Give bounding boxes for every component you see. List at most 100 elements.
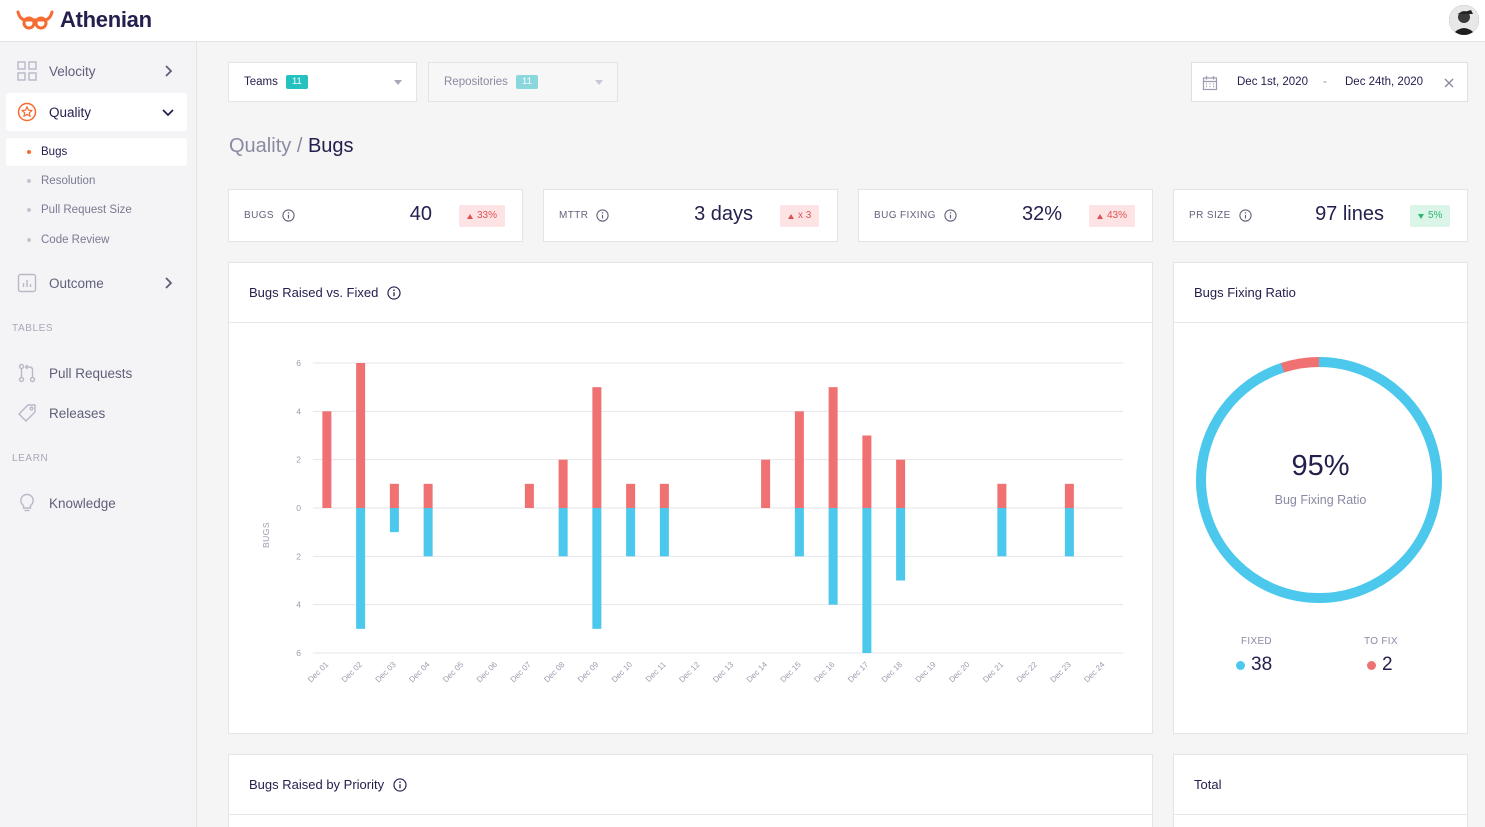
bar-raised[interactable] bbox=[997, 483, 1007, 508]
kpi-label-text: PR SIZE bbox=[1189, 210, 1231, 221]
bar-fixed[interactable] bbox=[997, 508, 1007, 557]
bar-raised[interactable] bbox=[592, 387, 602, 508]
sidebar-subitem-label: Pull Request Size bbox=[41, 204, 132, 216]
bar-fixed[interactable] bbox=[389, 508, 399, 533]
bar-raised[interactable] bbox=[524, 483, 534, 508]
bar-raised[interactable] bbox=[356, 363, 366, 508]
y-tick-label: 4 bbox=[296, 406, 301, 416]
kpi-card-mttr[interactable]: MTTR 3 days x 3 bbox=[543, 189, 838, 242]
bar-fixed[interactable] bbox=[423, 508, 433, 557]
kpi-label: BUG FIXING bbox=[874, 209, 957, 222]
athenian-logo[interactable]: Athenian bbox=[16, 6, 152, 34]
bar-fixed[interactable] bbox=[1064, 508, 1074, 557]
bar-raised[interactable] bbox=[558, 459, 568, 508]
sidebar-item-label: Quality bbox=[49, 104, 92, 120]
repositories-filter-label: Repositories bbox=[444, 76, 508, 88]
sidebar-item-knowledge[interactable]: Knowledge bbox=[6, 484, 187, 522]
bar-raised[interactable] bbox=[761, 459, 771, 508]
sidebar-subitem-pr-size[interactable]: Pull Request Size bbox=[6, 196, 187, 224]
bar-fixed[interactable] bbox=[794, 508, 804, 557]
fixing-ratio-donut bbox=[1196, 356, 1442, 603]
legend-fixed-number: 38 bbox=[1251, 654, 1273, 675]
bar-fixed[interactable] bbox=[896, 508, 906, 581]
kpi-delta-text: 5% bbox=[1428, 210, 1443, 221]
kpi-label: MTTR bbox=[559, 209, 610, 222]
x-tick-label: Dec 15 bbox=[778, 660, 803, 685]
kpi-label: PR SIZE bbox=[1189, 209, 1252, 222]
bullet-icon bbox=[27, 150, 31, 154]
date-to[interactable]: Dec 24th, 2020 bbox=[1345, 76, 1424, 88]
legend-fixed-value: 38 bbox=[1236, 654, 1272, 676]
bar-fixed[interactable] bbox=[592, 508, 602, 629]
user-avatar[interactable] bbox=[1449, 5, 1479, 35]
ratio-caption: Bug Fixing Ratio bbox=[1274, 493, 1367, 507]
section-label-learn: LEARN bbox=[12, 453, 49, 464]
bar-raised[interactable] bbox=[659, 483, 669, 508]
chart-bars bbox=[322, 363, 1074, 653]
panel-title: Bugs Raised vs. Fixed bbox=[249, 285, 379, 300]
x-tick-label: Dec 02 bbox=[340, 660, 365, 685]
bar-raised[interactable] bbox=[389, 483, 399, 508]
teams-filter-dropdown[interactable]: Teams 11 bbox=[228, 62, 417, 102]
donut-tofix-arc bbox=[1196, 356, 1442, 603]
bar-raised[interactable] bbox=[322, 411, 332, 508]
top-header: Athenian bbox=[0, 0, 1485, 42]
bar-raised[interactable] bbox=[896, 459, 906, 508]
bar-fixed[interactable] bbox=[659, 508, 669, 557]
panel-header: Bugs Fixing Ratio bbox=[1174, 263, 1467, 323]
x-tick-label: Dec 08 bbox=[542, 660, 567, 685]
bugs-fixing-ratio-panel: Bugs Fixing Ratio 95% Bug Fixing Ratio F… bbox=[1173, 262, 1468, 734]
kpi-card-bugs[interactable]: BUGS 40 33% bbox=[228, 189, 523, 242]
sidebar-subitem-bugs[interactable]: Bugs bbox=[6, 138, 187, 166]
bullet-icon bbox=[27, 208, 31, 212]
sidebar-item-quality[interactable]: Quality bbox=[6, 93, 187, 131]
info-icon[interactable] bbox=[282, 209, 295, 222]
x-tick-label: Dec 09 bbox=[576, 660, 601, 685]
date-range-picker[interactable]: Dec 1st, 2020 - Dec 24th, 2020 bbox=[1191, 62, 1468, 102]
breadcrumb-parent[interactable]: Quality bbox=[229, 135, 292, 157]
bar-fixed[interactable] bbox=[356, 508, 366, 629]
tag-icon bbox=[16, 402, 38, 424]
triangle-up-icon bbox=[1097, 213, 1103, 219]
kpi-delta-text: x 3 bbox=[798, 210, 812, 221]
chart-y-ticks: 6 4 2 0 2 4 6 bbox=[296, 358, 301, 658]
x-tick-label: Dec 19 bbox=[913, 660, 938, 685]
sidebar-item-velocity[interactable]: Velocity bbox=[6, 52, 187, 90]
sidebar-item-releases[interactable]: Releases bbox=[6, 394, 187, 432]
info-icon[interactable] bbox=[393, 777, 407, 792]
kpi-value: 32% bbox=[1021, 203, 1062, 225]
bar-fixed[interactable] bbox=[558, 508, 568, 557]
bar-chart-icon bbox=[16, 272, 38, 294]
sidebar-item-pull-requests[interactable]: Pull Requests bbox=[6, 354, 187, 392]
bar-raised[interactable] bbox=[626, 483, 636, 508]
chevron-down-icon bbox=[162, 109, 174, 117]
sidebar-item-outcome[interactable]: Outcome bbox=[6, 264, 187, 302]
x-tick-label: Dec 21 bbox=[981, 660, 1006, 685]
bar-raised[interactable] bbox=[1064, 483, 1074, 508]
sidebar-item-label: Velocity bbox=[49, 63, 96, 79]
kpi-card-pr-size[interactable]: PR SIZE 97 lines 5% bbox=[1173, 189, 1468, 242]
bar-raised[interactable] bbox=[828, 387, 838, 508]
sidebar-subitem-code-review[interactable]: Code Review bbox=[6, 226, 187, 254]
bar-raised[interactable] bbox=[794, 411, 804, 508]
x-tick-label: Dec 03 bbox=[373, 660, 398, 685]
calendar-icon bbox=[1202, 76, 1218, 91]
date-from[interactable]: Dec 1st, 2020 bbox=[1237, 76, 1308, 88]
dot-icon bbox=[1236, 660, 1245, 670]
bar-raised[interactable] bbox=[862, 435, 872, 509]
bar-fixed[interactable] bbox=[828, 508, 838, 605]
repositories-filter-dropdown[interactable]: Repositories 11 bbox=[428, 62, 618, 102]
info-icon[interactable] bbox=[596, 209, 610, 222]
sidebar-subitem-resolution[interactable]: Resolution bbox=[6, 167, 187, 195]
bar-raised[interactable] bbox=[423, 483, 433, 508]
close-icon[interactable] bbox=[1444, 78, 1454, 88]
kpi-delta-text: 43% bbox=[1107, 210, 1128, 221]
info-icon[interactable] bbox=[1239, 209, 1252, 222]
info-icon[interactable] bbox=[944, 209, 957, 222]
info-icon[interactable] bbox=[387, 285, 401, 300]
bar-fixed[interactable] bbox=[626, 508, 636, 557]
triangle-up-icon bbox=[467, 213, 473, 219]
bar-fixed[interactable] bbox=[862, 508, 872, 653]
kpi-card-bug-fixing[interactable]: BUG FIXING 32% 43% bbox=[858, 189, 1153, 242]
kpi-label: BUGS bbox=[244, 209, 295, 222]
